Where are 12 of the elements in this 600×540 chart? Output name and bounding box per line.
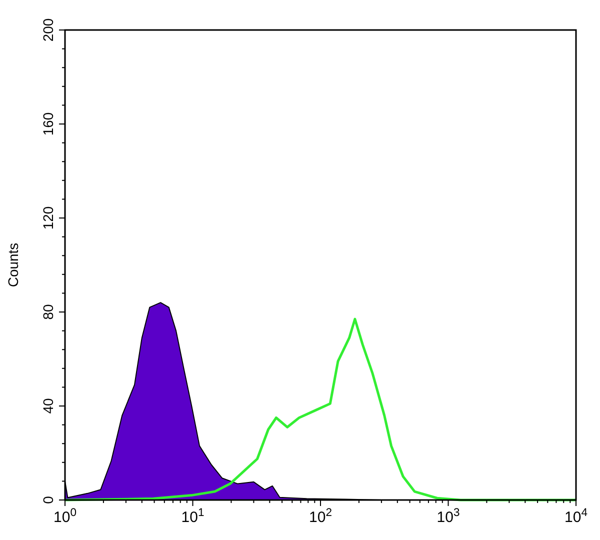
y-tick-label: 120 (40, 206, 56, 230)
y-tick-label: 80 (40, 304, 56, 320)
x-tick-label: 10$^{0}$ (54, 507, 76, 526)
y-tick-label: 40 (40, 398, 56, 414)
y-tick-label: 200 (40, 18, 56, 42)
x-tick-label: 10$^{4}$ (564, 507, 588, 526)
y-axis-title: Counts (5, 242, 21, 288)
x-tick-label: 10$^{2}$ (309, 507, 332, 526)
x-tick-label: 10$^{3}$ (436, 507, 460, 526)
x-tick-label: 10$^{1}$ (181, 507, 204, 526)
y-tick-label: 160 (40, 112, 56, 136)
y-tick-label: 0 (40, 496, 56, 504)
